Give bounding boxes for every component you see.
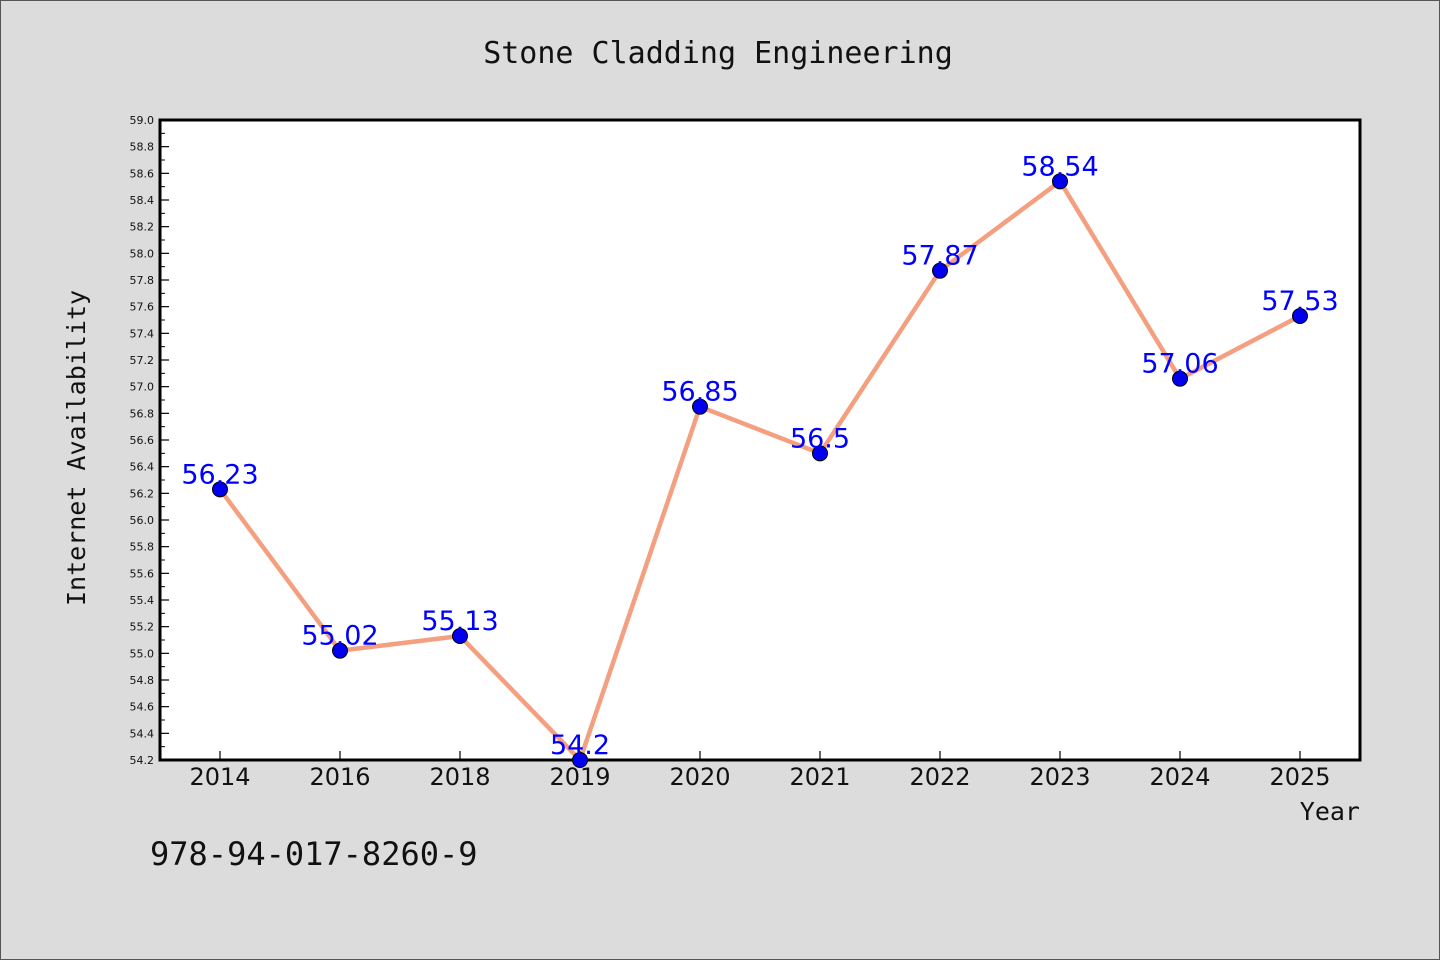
data-point xyxy=(692,398,708,415)
series-line xyxy=(218,179,1302,763)
data-point xyxy=(212,481,228,498)
data-point xyxy=(1172,370,1188,387)
y-tick-label: 55.6 xyxy=(130,567,155,580)
y-tick-label: 57.4 xyxy=(130,327,155,340)
data-point xyxy=(452,628,468,644)
x-tick-label: 2021 xyxy=(789,763,850,791)
data-point xyxy=(332,642,348,659)
x-tick-label: 2022 xyxy=(909,763,970,791)
y-axis: 54.2 54.4 54.6 54.8 55.0 55.2 55.4 55.6 55.8 56.0… xyxy=(130,114,169,767)
data-point xyxy=(1052,173,1068,190)
x-axis-label: Year xyxy=(1300,797,1360,826)
y-tick-label: 54.8 xyxy=(130,674,155,687)
y-tick-label: 59.0 xyxy=(130,114,155,127)
y-tick-label: 56.2 xyxy=(130,487,155,500)
data-value-label: 56.85 xyxy=(661,377,738,408)
x-tick-label: 2024 xyxy=(1149,763,1210,791)
plot-area xyxy=(158,118,1362,762)
y-tick-label: 54.2 xyxy=(130,754,155,767)
y-tick-label: 58.6 xyxy=(130,167,155,180)
x-tick-label: 2018 xyxy=(429,763,490,791)
data-point xyxy=(572,752,588,768)
y-tick-label: 57.8 xyxy=(130,274,155,287)
y-tick-label: 54.4 xyxy=(130,727,155,740)
x-tick-label: 2025 xyxy=(1269,763,1330,791)
y-tick-label: 56.6 xyxy=(130,434,155,447)
data-value-label: 57.53 xyxy=(1261,286,1338,317)
data-value-label: 57.06 xyxy=(1141,349,1218,380)
data-point xyxy=(1292,308,1308,324)
data-point xyxy=(932,262,948,279)
y-tick-label: 58.0 xyxy=(130,247,155,260)
y-tick-label: 55.0 xyxy=(130,647,155,660)
y-axis-label: Internet Availability xyxy=(62,290,91,606)
data-labels: 56.23 55.02 55.13 54.2 56.85 56.5 57.87 58.54 57… xyxy=(181,151,1338,761)
y-tick-label: 58.2 xyxy=(130,221,155,234)
y-tick-label: 56.4 xyxy=(130,461,155,474)
data-value-label: 56.5 xyxy=(790,423,850,454)
chart-title: Stone Cladding Engineering xyxy=(483,36,953,71)
data-value-label: 55.02 xyxy=(301,621,378,652)
y-tick-label: 57.0 xyxy=(130,381,155,394)
y-tick-label: 57.2 xyxy=(130,354,155,367)
y-tick-label: 58.8 xyxy=(130,141,155,154)
data-value-label: 55.13 xyxy=(421,606,498,637)
y-tick-label: 55.4 xyxy=(130,594,155,607)
y-tick-label: 57.6 xyxy=(130,301,155,314)
y-tick-label: 55.8 xyxy=(130,541,155,554)
isbn-footnote: 978-94-017-8260-9 xyxy=(150,835,478,873)
data-value-label: 58.54 xyxy=(1021,151,1098,182)
data-value-label: 57.87 xyxy=(901,241,978,272)
data-value-label: 54.2 xyxy=(550,730,610,761)
x-tick-label: 2020 xyxy=(669,763,730,791)
y-tick-label: 58.4 xyxy=(130,194,155,207)
y-tick-label: 56.0 xyxy=(130,514,155,527)
y-tick-label: 55.2 xyxy=(130,621,155,634)
series-markers xyxy=(212,173,1308,768)
data-value-label: 56.23 xyxy=(181,459,258,490)
y-tick-label: 56.8 xyxy=(130,407,155,420)
x-tick-label: 2023 xyxy=(1029,763,1090,791)
x-axis: 2014 2016 2018 2019 2020 2021 2022 2023 2024 2025 xyxy=(189,751,1331,791)
x-tick-label: 2016 xyxy=(309,763,370,791)
y-tick-label: 54.6 xyxy=(130,701,155,714)
data-point xyxy=(812,445,828,462)
x-tick-label: 2014 xyxy=(189,763,250,791)
